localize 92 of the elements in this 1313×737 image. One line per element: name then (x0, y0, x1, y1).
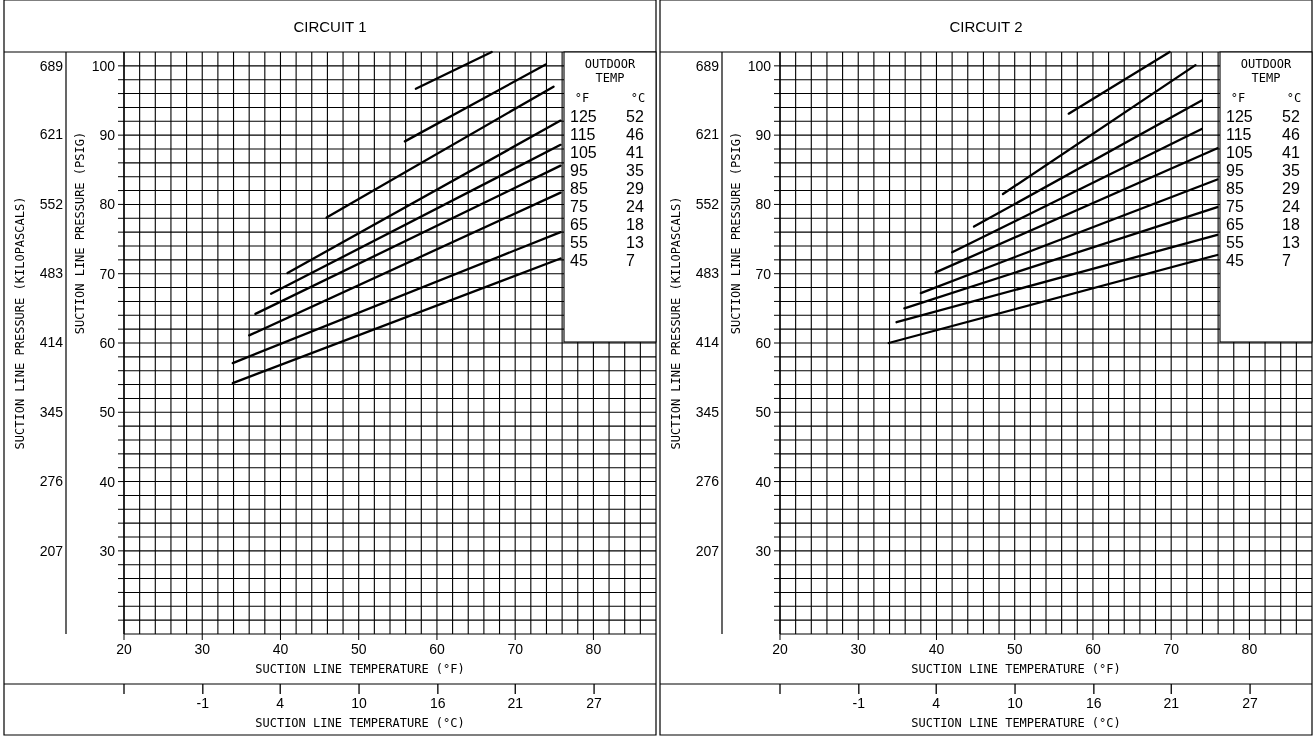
y-tick-label: 80 (755, 196, 772, 213)
x-tick-label: 70 (1163, 641, 1180, 657)
x-tick-label: 70 (507, 641, 524, 657)
y-tick-label: 60 (755, 335, 772, 351)
text: 125 52 (1226, 108, 1300, 125)
text: 55 13 (570, 234, 644, 251)
y2-tick-label: 345 (695, 403, 720, 420)
y-tick-label: 30 (755, 542, 772, 559)
legend-title: OUTDOOR TEMP (584, 57, 637, 85)
text: 55 13 (1226, 234, 1300, 251)
text: 105 41 (570, 144, 644, 161)
x2-tick-label: -1 (852, 695, 866, 711)
x-tick-label: 80 (585, 641, 602, 657)
x-tick-label: 50 (1006, 641, 1023, 657)
x-axis-title: SUCTION LINE TEMPERATURE (°F) (255, 662, 465, 676)
text: 75 24 (1226, 198, 1300, 215)
x-tick-label: 80 (1241, 641, 1258, 657)
annotation: °F (1230, 91, 1246, 105)
x2-tick-label: 10 (351, 695, 368, 711)
x-tick-label: 60 (1085, 641, 1101, 657)
text: 95 35 (1226, 162, 1300, 179)
x2-tick-label: 16 (430, 695, 446, 711)
x2-tick-label: -1 (196, 695, 210, 711)
y-tick-label: 100 (747, 57, 772, 74)
y2-tick-label: 689 (39, 58, 64, 75)
y-tick-label: 40 (755, 473, 772, 490)
y-tick-label: 60 (99, 335, 116, 351)
x-tick-label: 60 (429, 641, 445, 657)
chart-title: CIRCUIT 2 (949, 18, 1023, 35)
text: 45 7 (570, 252, 635, 269)
y-tick-label: 90 (755, 127, 772, 144)
text: 65 18 (1226, 216, 1300, 233)
x2-tick-label: 4 (276, 695, 285, 711)
legend-title: OUTDOOR TEMP (1240, 57, 1293, 85)
y2-tick-label: 414 (39, 334, 64, 351)
x2-axis-title: SUCTION LINE TEMPERATURE (°C) (255, 716, 465, 730)
x2-tick-label: 4 (932, 695, 941, 711)
y-tick-label: 70 (755, 265, 772, 282)
x2-tick-label: 10 (1007, 695, 1024, 711)
x2-axis-title: SUCTION LINE TEMPERATURE (°C) (911, 716, 1121, 730)
x-tick-label: 40 (928, 641, 945, 657)
text: 105 41 (1226, 144, 1300, 161)
x2-tick-label: 16 (1086, 695, 1102, 711)
chart-title: CIRCUIT 1 (293, 18, 367, 35)
y2-tick-label: 207 (39, 542, 64, 559)
y2-axis-title: SUCTION LINE PRESSURE (KILOPASCALS) (13, 196, 27, 450)
y-tick-label: 50 (99, 404, 116, 421)
text: 85 29 (1226, 180, 1300, 197)
y2-tick-label: 621 (695, 126, 720, 143)
y-tick-label: 50 (755, 404, 772, 421)
y-tick-label: 100 (91, 57, 116, 74)
x-tick-label: 20 (116, 641, 132, 657)
text: 115 46 (1226, 126, 1300, 143)
y-tick-label: 30 (99, 542, 116, 559)
y-tick-label: 70 (99, 265, 116, 282)
text: 95 35 (570, 162, 644, 179)
y2-tick-label: 552 (39, 195, 64, 212)
y-axis-title: SUCTION LINE PRESSURE (PSIG) (729, 131, 743, 335)
y2-tick-label: 276 (39, 473, 64, 490)
y-tick-label: 90 (99, 127, 116, 144)
text: 85 29 (570, 180, 644, 197)
y-tick-label: 40 (99, 473, 116, 490)
text: 115 46 (570, 126, 644, 143)
x-tick-label: 20 (772, 641, 788, 657)
y2-axis-title: SUCTION LINE PRESSURE (KILOPASCALS) (669, 196, 683, 450)
text: 45 7 (1226, 252, 1291, 269)
text: 125 52 (570, 108, 644, 125)
y2-tick-label: 345 (39, 403, 64, 420)
y2-tick-label: 552 (695, 195, 720, 212)
x2-tick-label: 21 (507, 695, 524, 711)
text: 75 24 (570, 198, 644, 215)
x-tick-label: 50 (350, 641, 367, 657)
y2-tick-label: 207 (695, 542, 720, 559)
x-tick-label: 30 (850, 641, 867, 657)
y-axis-title: SUCTION LINE PRESSURE (PSIG) (73, 131, 87, 335)
annotation: °C (630, 91, 646, 105)
y2-tick-label: 483 (695, 265, 720, 282)
y2-tick-label: 414 (695, 334, 720, 351)
y2-tick-label: 276 (695, 473, 720, 490)
y-tick-label: 80 (99, 196, 116, 213)
y2-tick-label: 483 (39, 265, 64, 282)
x-axis-title: SUCTION LINE TEMPERATURE (°F) (911, 662, 1121, 676)
text: 65 18 (570, 216, 644, 233)
x-tick-label: 40 (272, 641, 289, 657)
x2-tick-label: 27 (586, 695, 603, 711)
x2-tick-label: 21 (1163, 695, 1180, 711)
annotation: °C (1286, 91, 1302, 105)
y2-tick-label: 621 (39, 126, 64, 143)
y2-tick-label: 689 (695, 58, 720, 75)
annotation: °F (574, 91, 590, 105)
x-tick-label: 30 (194, 641, 211, 657)
x2-tick-label: 27 (1242, 695, 1259, 711)
